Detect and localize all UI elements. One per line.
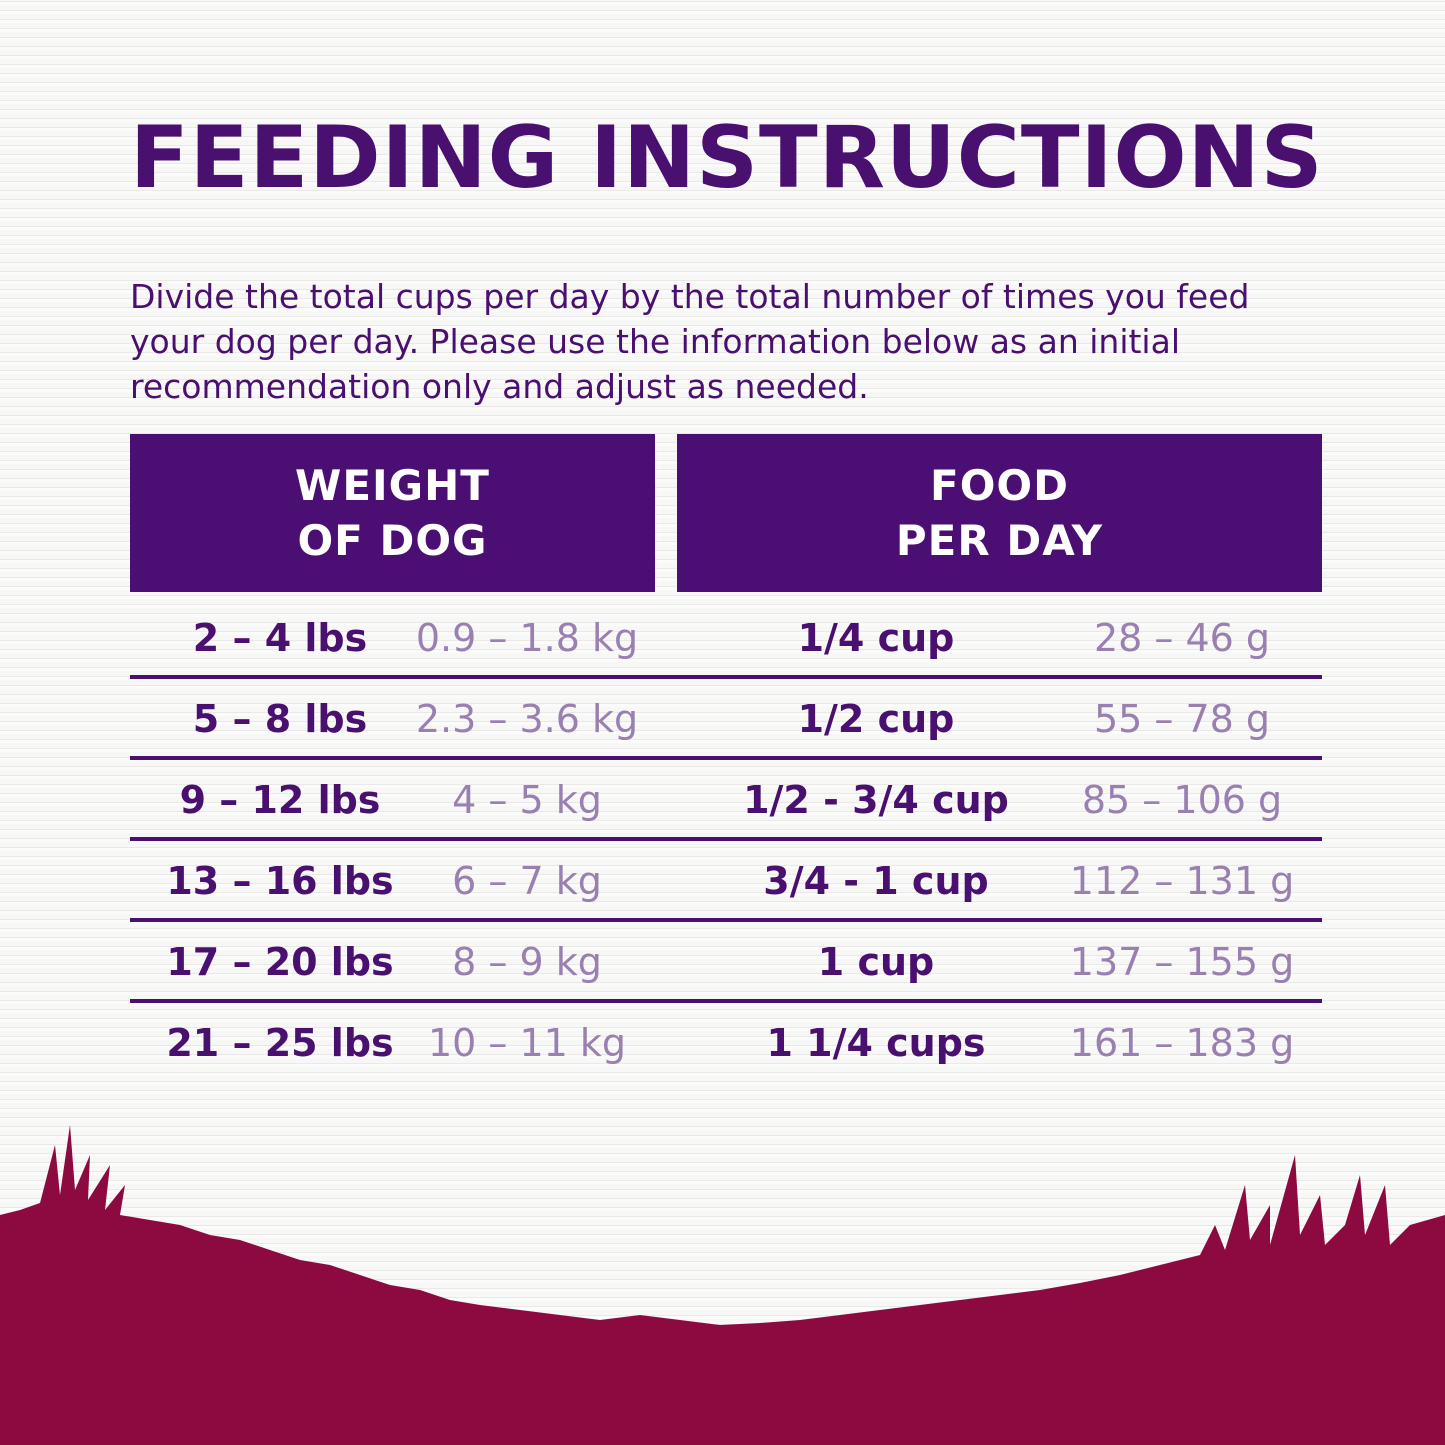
header-weight: WEIGHT OF DOG [130,434,655,592]
row-divider [130,756,1322,760]
cell-kg: 2.3 – 3.6 kg [415,697,639,741]
header-food-line2: PER DAY [895,516,1104,565]
cell-cups: 1 cup [817,940,935,984]
cell-grams: 55 – 78 g [1093,697,1271,741]
cell-grams: 161 – 183 g [1069,1021,1295,1065]
cell-grams: 85 – 106 g [1081,778,1283,822]
cell-kg: 4 – 5 kg [452,778,602,822]
table-row: 9 – 12 lbs 4 – 5 kg 1/2 - 3/4 cup 85 – 106 … [130,760,1322,841]
row-divider [130,837,1322,841]
header-food-line1: FOOD [930,461,1069,510]
cell-kg: 10 – 11 kg [427,1021,627,1065]
cell-lbs: 2 – 4 lbs [192,616,368,660]
cell-lbs: 21 – 25 lbs [166,1021,394,1065]
cell-cups: 1/2 cup [797,697,955,741]
cell-kg: 6 – 7 kg [452,859,602,903]
row-divider [130,918,1322,922]
cell-grams: 112 – 131 g [1069,859,1295,903]
cell-cups: 3/4 - 1 cup [763,859,989,903]
cell-lbs: 13 – 16 lbs [166,859,394,903]
intro-text: Divide the total cups per day by the tot… [130,277,1250,406]
table-row: 2 – 4 lbs 0.9 – 1.8 kg 1/4 cup 28 – 46 g [130,598,1322,679]
cell-cups: 1/2 - 3/4 cup [743,778,1009,822]
cell-lbs: 5 – 8 lbs [192,697,368,741]
table-row: 17 – 20 lbs 8 – 9 kg 1 cup 137 – 155 g [130,922,1322,1003]
cell-grams: 137 – 155 g [1069,940,1295,984]
table-row: 21 – 25 lbs 10 – 11 kg 1 1/4 cups 161 – 183… [130,1003,1322,1084]
cell-cups: 1/4 cup [797,616,955,660]
cell-lbs: 9 – 12 lbs [179,778,381,822]
header-weight-line2: OF DOG [297,516,488,565]
cell-lbs: 17 – 20 lbs [166,940,394,984]
row-divider [130,675,1322,679]
cell-kg: 8 – 9 kg [452,940,602,984]
header-weight-line1: WEIGHT [295,461,490,510]
cell-cups: 1 1/4 cups [766,1021,986,1065]
row-divider [130,999,1322,1003]
table-row: 5 – 8 lbs 2.3 – 3.6 kg 1/2 cup 55 – 78 g [130,679,1322,760]
cell-kg: 0.9 – 1.8 kg [415,616,639,660]
table-row: 13 – 16 lbs 6 – 7 kg 3/4 - 1 cup 112 – 131 … [130,841,1322,922]
cell-grams: 28 – 46 g [1093,616,1271,660]
header-food: FOOD PER DAY [677,434,1322,592]
page-title: FEEDING INSTRUCTIONS [130,108,1324,208]
grass-decoration [0,1125,1445,1445]
